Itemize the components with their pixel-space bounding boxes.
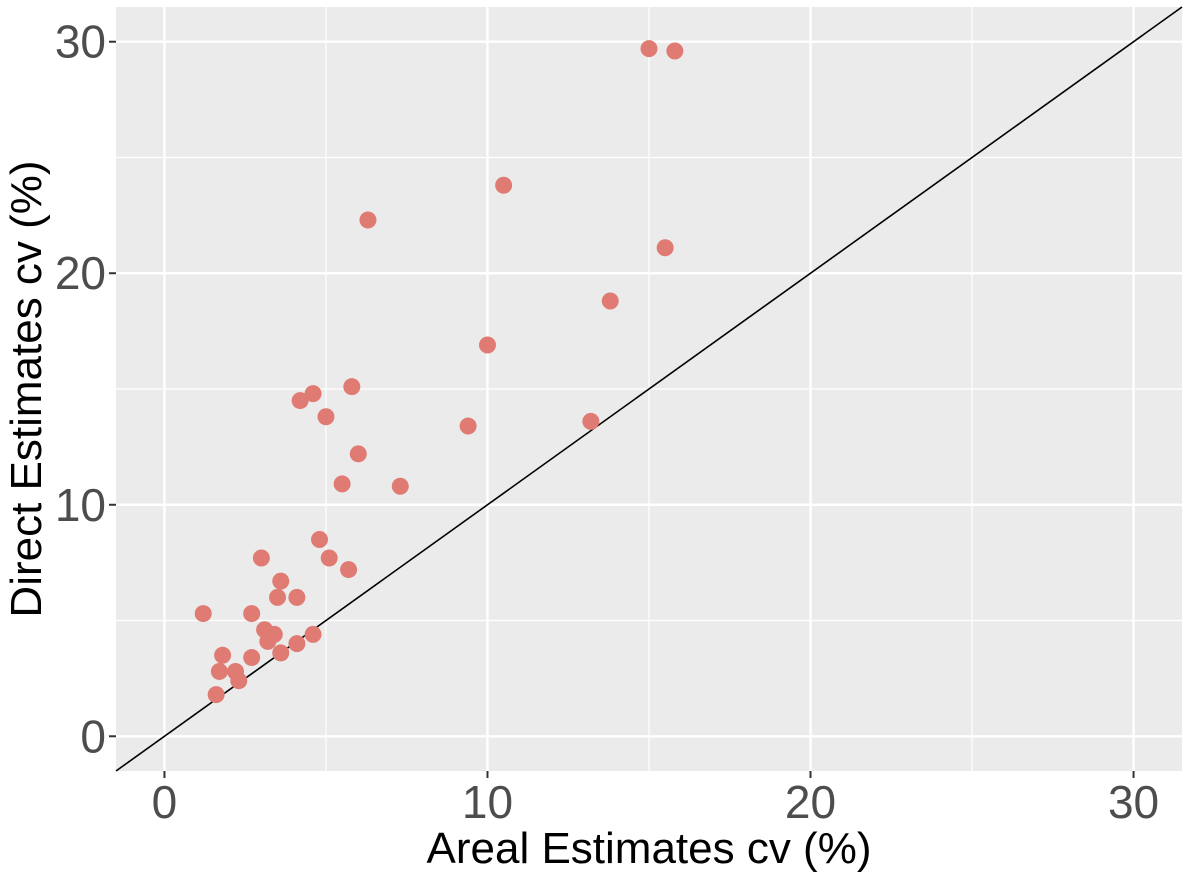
- data-point: [291, 392, 309, 410]
- x-tick-label: 0: [152, 776, 178, 828]
- data-point: [343, 378, 361, 396]
- data-point: [391, 477, 409, 495]
- data-point: [349, 445, 367, 463]
- x-tick-label: 10: [462, 776, 513, 828]
- data-point: [207, 686, 225, 704]
- data-point: [320, 549, 338, 567]
- data-point: [333, 475, 351, 493]
- data-point: [252, 549, 270, 567]
- data-point: [640, 40, 658, 58]
- data-point: [243, 605, 261, 623]
- data-point: [194, 605, 212, 623]
- data-point: [214, 646, 232, 664]
- y-tick-label: 30: [55, 16, 106, 68]
- data-point: [459, 417, 477, 435]
- data-point: [243, 649, 261, 667]
- y-tick-label: 10: [55, 479, 106, 531]
- data-point: [359, 211, 377, 229]
- data-point: [304, 385, 322, 403]
- data-point: [288, 588, 306, 606]
- y-axis-title: Direct Estimates cv (%): [2, 160, 51, 617]
- data-point: [304, 625, 322, 643]
- points-layer: [194, 40, 684, 704]
- data-point: [317, 408, 335, 426]
- y-axis-ticks: 0 10 20 30: [55, 16, 116, 762]
- x-axis-ticks: 0 10 20 30: [152, 771, 1159, 828]
- y-tick-label: 0: [80, 710, 106, 762]
- data-point: [230, 672, 248, 690]
- data-point: [478, 336, 496, 354]
- data-point: [601, 292, 619, 310]
- data-point: [288, 635, 306, 653]
- x-tick-label: 30: [1108, 776, 1159, 828]
- y-tick-label: 20: [55, 247, 106, 299]
- x-axis-title: Areal Estimates cv (%): [427, 824, 872, 873]
- x-tick-label: 20: [785, 776, 836, 828]
- data-point: [311, 530, 329, 548]
- data-point: [666, 42, 684, 60]
- data-point: [259, 632, 277, 650]
- data-point: [272, 572, 290, 590]
- data-point: [656, 239, 674, 257]
- data-point: [269, 588, 287, 606]
- data-point: [272, 644, 290, 662]
- data-point: [495, 176, 513, 194]
- data-point: [210, 662, 228, 680]
- data-point: [340, 561, 358, 579]
- data-point: [582, 412, 600, 430]
